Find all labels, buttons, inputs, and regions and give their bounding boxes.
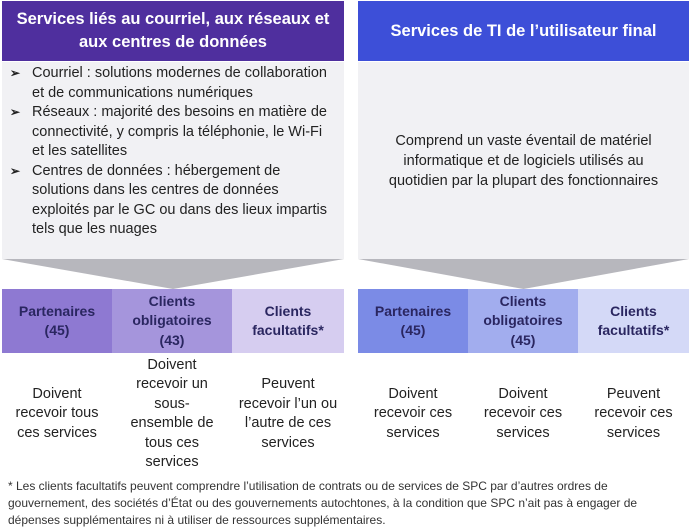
category-clients-facultatifs: Clients facultatifs* <box>578 289 689 353</box>
right-category-row: Partenaires (45) Clients obligatoires (45)… <box>358 289 689 353</box>
right-panel-title: Services de TI de l’utilisateur final <box>358 1 689 61</box>
arrowhead-bullet-icon: ➢ <box>10 105 21 119</box>
left-down-arrow-shape <box>2 259 344 289</box>
list-item: ➢ Courriel : solutions modernes de colla… <box>10 65 327 101</box>
obligation-clients-facultatifs: Peuvent recevoir ces services <box>594 385 673 441</box>
left-service-list: ➢ Courriel : solutions modernes de colla… <box>2 62 344 240</box>
category-partenaires: Partenaires (45) <box>2 289 112 353</box>
right-panel-description: Comprend un vaste éventail de matériel i… <box>358 62 689 259</box>
category-clients-obligatoires: Clients obligatoires (43) <box>112 289 232 353</box>
right-down-arrow-shape <box>358 259 689 289</box>
left-panel-title: Services liés au courriel, aux réseaux e… <box>2 1 344 61</box>
left-panel-description: ➢ Courriel : solutions modernes de colla… <box>2 62 344 259</box>
obligation-partenaires: Doivent recevoir tous ces services <box>15 385 99 441</box>
category-partenaires: Partenaires (45) <box>358 289 468 353</box>
left-category-row: Partenaires (45) Clients obligatoires (43)… <box>2 289 344 353</box>
obligation-clients-facultatifs: Peuvent recevoir l’un ou l’autre de ces … <box>238 376 338 451</box>
footnote: * Les clients facultatifs peuvent compre… <box>8 479 638 527</box>
list-item: ➢ Centres de données : hébergement de so… <box>10 162 327 238</box>
right-obligation-row: Doivent recevoir ces services Doivent re… <box>358 353 689 475</box>
arrowhead-bullet-icon: ➢ <box>10 163 21 178</box>
obligation-clients-obligatoires: Doivent recevoir un sous-ensemble de tou… <box>130 356 214 471</box>
arrowhead-bullet-icon: ➢ <box>10 66 21 80</box>
category-clients-facultatifs: Clients facultatifs* <box>232 289 344 353</box>
obligation-clients-obligatoires: Doivent recevoir ces services <box>483 385 563 441</box>
obligation-partenaires: Doivent recevoir ces services <box>373 385 453 441</box>
category-clients-obligatoires: Clients obligatoires (45) <box>468 289 578 353</box>
list-item: ➢ Réseaux : majorité des besoins en mati… <box>10 104 327 159</box>
left-arrow-polygon <box>2 259 344 289</box>
left-obligation-row: Doivent recevoir tous ces services Doive… <box>2 353 344 475</box>
right-arrow-polygon <box>358 259 689 289</box>
